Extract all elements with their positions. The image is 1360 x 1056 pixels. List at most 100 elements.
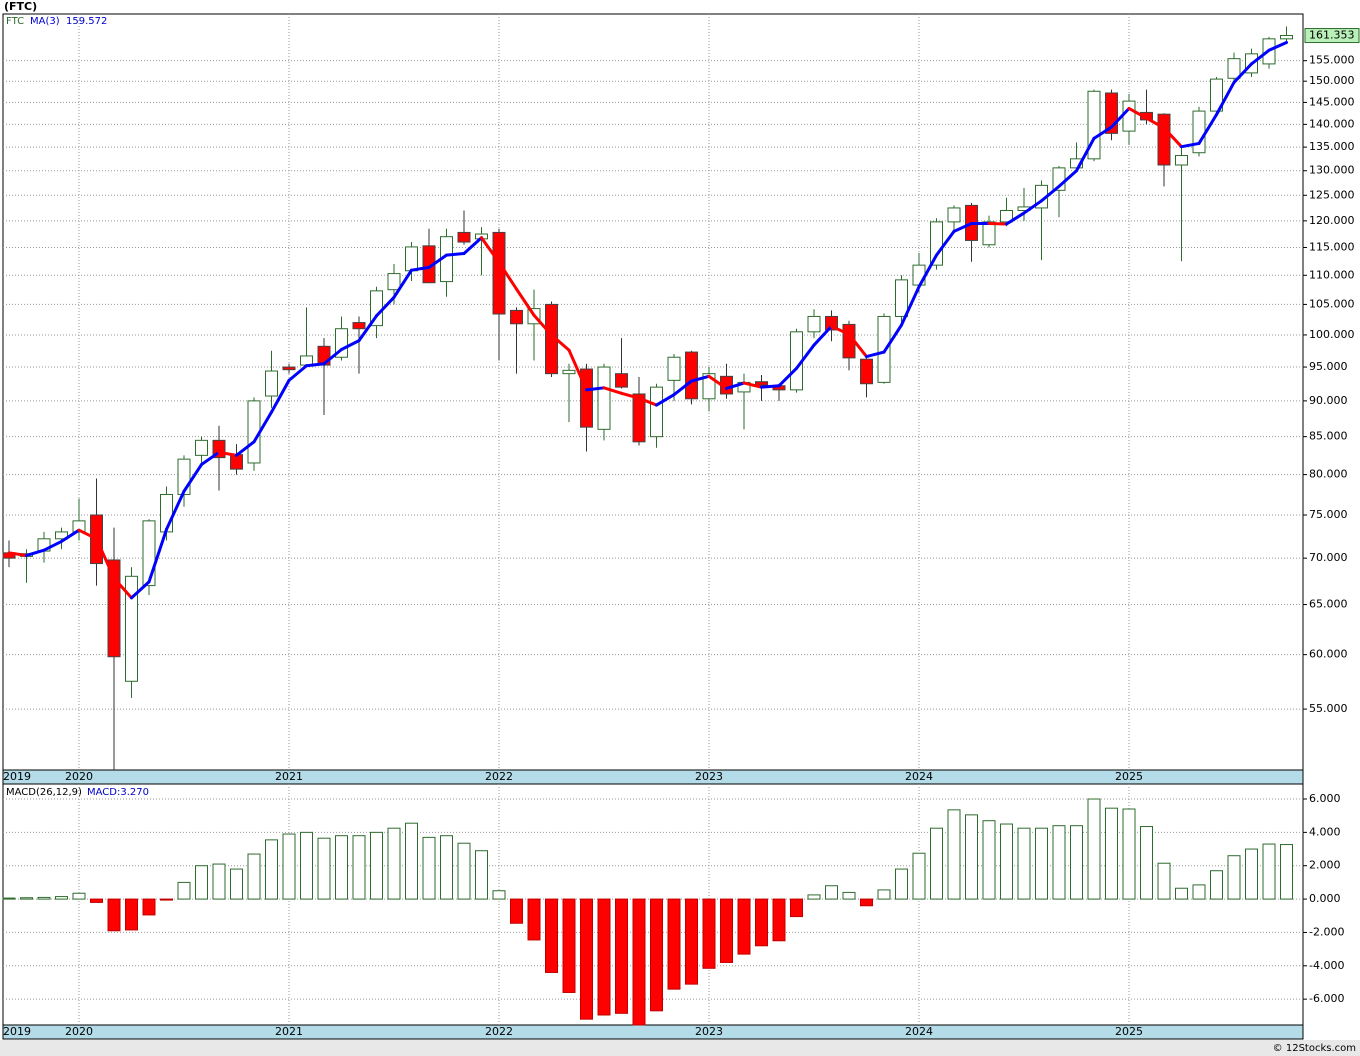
candle-body <box>930 221 943 266</box>
x-tick-label: 2023 <box>695 770 723 783</box>
ma-line <box>95 537 116 580</box>
ma-line <box>690 374 711 383</box>
ma-line <box>847 332 868 359</box>
ma-line <box>1005 211 1026 226</box>
ma-line <box>182 463 203 493</box>
candle-body <box>142 520 156 587</box>
candle-body <box>1157 113 1171 166</box>
ma-line <box>812 324 833 347</box>
macd-bar <box>1280 844 1293 900</box>
candle-body <box>860 358 873 385</box>
macd-bar <box>195 865 208 900</box>
ma-line <box>392 268 413 299</box>
candle-body <box>1280 35 1293 40</box>
candle-body <box>597 366 611 430</box>
ma-line <box>707 374 728 390</box>
ma-line <box>952 221 973 233</box>
ma-line <box>270 378 291 414</box>
macd-bar <box>20 897 33 900</box>
y-tick-label: 80.000 <box>1309 468 1348 481</box>
candle-body <box>1210 78 1223 112</box>
macd-bar <box>1192 884 1206 900</box>
macd-bar <box>1070 825 1083 900</box>
x-tick-label: 2020 <box>65 1025 93 1038</box>
macd-bar <box>877 889 891 900</box>
ma-line <box>602 386 623 395</box>
ma-line <box>497 260 518 291</box>
x-tick-label: 2019 <box>3 1025 31 1038</box>
macd-bar <box>947 809 961 900</box>
macd-bar <box>177 881 191 900</box>
ma-line <box>865 350 886 359</box>
ma-line <box>1022 199 1043 215</box>
candle-body <box>405 246 418 272</box>
y-tick-label: 125.000 <box>1309 188 1355 201</box>
ma-line <box>795 343 816 370</box>
y-tick-label: 70.000 <box>1309 551 1348 564</box>
macd-bar <box>615 898 628 1014</box>
macd-bar <box>72 892 86 900</box>
ma-line <box>427 253 448 269</box>
y-tick-label: 120.000 <box>1309 214 1355 227</box>
candle-body <box>895 279 908 317</box>
ma-line <box>1127 106 1148 120</box>
ma-line <box>340 339 361 352</box>
ma-line <box>1232 62 1253 84</box>
ma-line <box>987 221 1008 226</box>
macd-bar <box>895 868 908 900</box>
ma-line <box>550 333 571 352</box>
y-tick-label: 115.000 <box>1309 240 1355 253</box>
ma-line <box>1145 116 1166 130</box>
macd-bar <box>440 835 453 900</box>
candle-body <box>55 531 68 540</box>
macd-bar <box>527 898 541 941</box>
ma-line <box>375 295 396 318</box>
macd-bar <box>212 863 226 900</box>
macd-bar <box>142 898 156 916</box>
y-tick-label: 130.000 <box>1309 164 1355 177</box>
candle-body <box>947 207 961 223</box>
macd-bar <box>720 898 733 963</box>
candle-body <box>755 381 768 386</box>
candle-body <box>387 273 401 291</box>
macd-bar <box>387 827 401 900</box>
last-price-label: 161.353 <box>1309 29 1355 42</box>
y-tick-label: -6.000 <box>1309 992 1344 1005</box>
macd-bar <box>597 898 611 1016</box>
ma-line <box>410 265 431 272</box>
candle-body <box>195 439 208 456</box>
y-tick-label: 85.000 <box>1309 430 1348 443</box>
ma-line <box>900 285 921 327</box>
y-tick-label: 100.000 <box>1309 328 1355 341</box>
macd-bar <box>650 898 663 1012</box>
ma-line <box>480 236 501 264</box>
ma-line <box>1092 125 1113 140</box>
ma-line <box>1180 141 1201 149</box>
macd-bar <box>825 885 838 900</box>
ma-line <box>1057 169 1078 188</box>
candle-body <box>300 355 313 366</box>
macd-bar <box>125 898 138 931</box>
ma-line <box>305 362 326 368</box>
date-strip <box>2 1024 1304 1040</box>
ma-line <box>77 528 98 541</box>
candle-body <box>457 231 471 243</box>
macd-bar <box>1262 843 1276 900</box>
macd-bar <box>982 820 996 900</box>
macd-bar <box>1210 870 1223 900</box>
ma-line <box>235 440 256 457</box>
candle-body <box>282 366 296 371</box>
macd-bar <box>930 827 943 900</box>
ma-line <box>462 236 483 255</box>
macd-title: MACD(26,12,9) <box>6 787 82 798</box>
chart-title: (FTC) <box>4 0 37 13</box>
ma-line <box>1267 40 1288 52</box>
macd-bar <box>807 894 821 900</box>
x-tick-label: 2020 <box>65 770 93 783</box>
macd-bar <box>1140 826 1153 900</box>
macd-bar <box>1245 848 1258 900</box>
date-strip <box>2 769 1304 785</box>
macd-bar <box>965 814 978 900</box>
ma-name: MA(3) <box>30 16 60 27</box>
y-tick-label: 60.000 <box>1309 648 1348 661</box>
